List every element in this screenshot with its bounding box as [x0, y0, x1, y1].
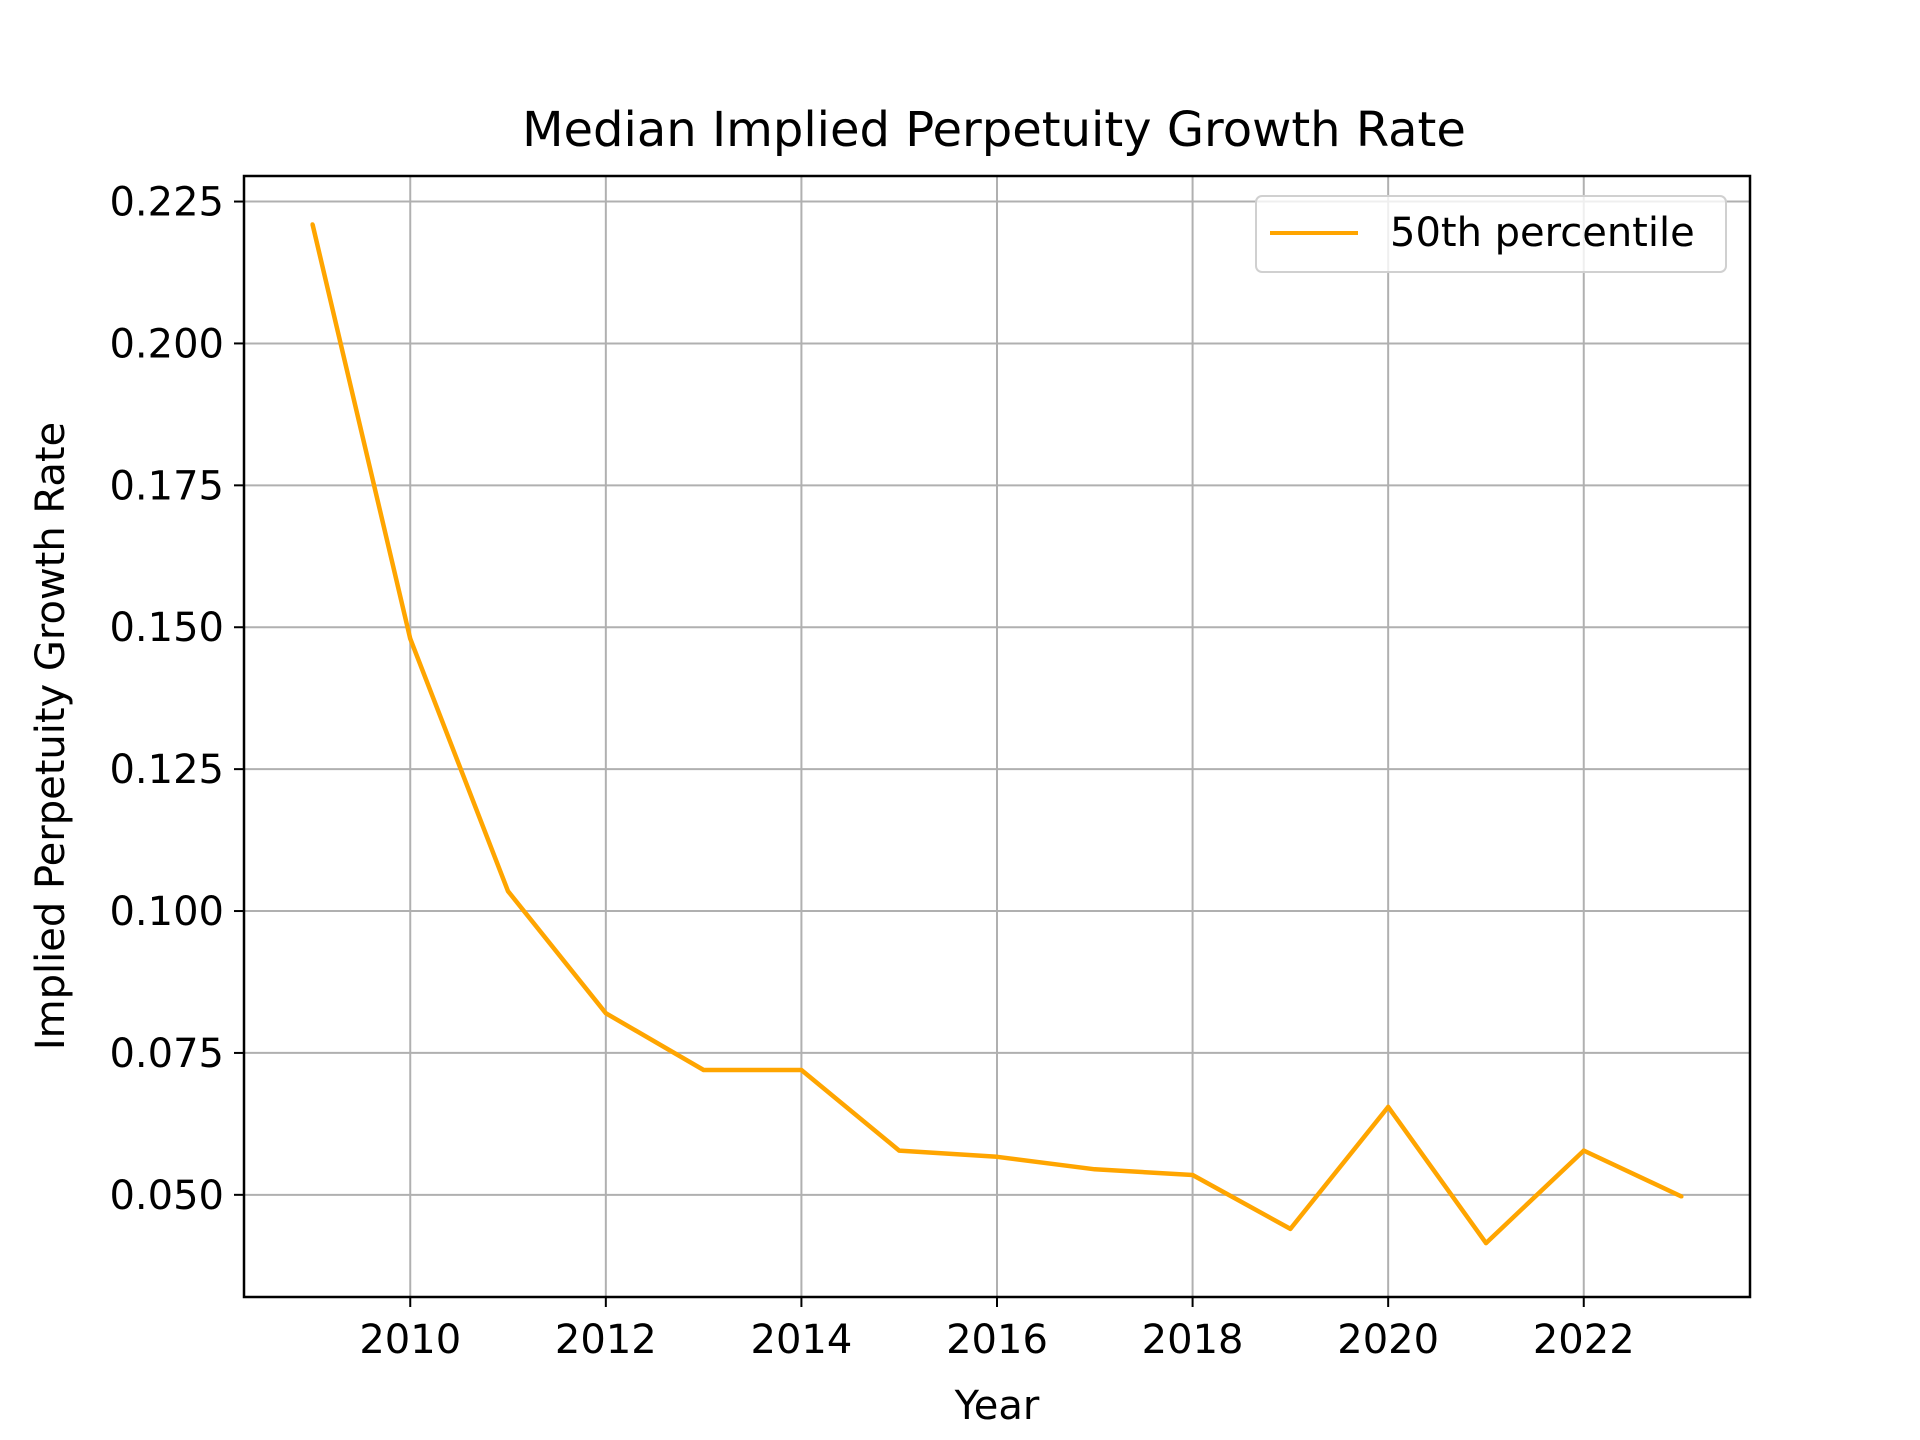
- x-tick-label: 2020: [1337, 1317, 1439, 1363]
- y-tick-label: 0.175: [109, 463, 224, 509]
- x-tick-label: 2016: [946, 1317, 1048, 1363]
- data-point: [995, 1154, 999, 1159]
- data-point: [701, 1067, 706, 1072]
- data-point: [506, 889, 511, 894]
- y-tick-label: 0.150: [109, 605, 224, 651]
- data-point: [799, 1067, 804, 1072]
- data-point: [1386, 1104, 1391, 1109]
- x-axis-label: Year: [954, 1383, 1040, 1429]
- x-tick-label: 2012: [555, 1317, 657, 1363]
- legend: 50th percentile: [1255, 195, 1727, 273]
- data-point: [1190, 1172, 1195, 1177]
- y-axis-label: Implied Perpetuity Growth Rate: [28, 422, 74, 1050]
- data-point: [603, 1011, 608, 1016]
- y-tick-label: 0.225: [109, 180, 224, 226]
- x-tick-label: 2018: [1142, 1317, 1244, 1363]
- data-point: [408, 636, 413, 641]
- y-tick-label: 0.100: [109, 889, 224, 935]
- legend-box: [1255, 195, 1727, 273]
- data-point: [1679, 1194, 1684, 1199]
- x-tick-layer: 2010 2012 2014 2016 2018 2020 2022: [359, 1297, 1635, 1363]
- data-point: [310, 222, 315, 227]
- x-tick-label: 2014: [751, 1317, 853, 1363]
- y-tick-label: 0.125: [109, 747, 224, 793]
- data-layer: [310, 222, 1684, 1246]
- x-tick-label: 2022: [1533, 1317, 1635, 1363]
- y-tick-label: 0.050: [109, 1173, 224, 1219]
- y-tick-label: 0.075: [109, 1031, 224, 1077]
- legend-label: 50th percentile: [1390, 210, 1695, 256]
- grid-layer: [244, 176, 1750, 1297]
- y-tick-layer: 0.050 0.075 0.100 0.125 0.150 0.175 0.200 0.225: [109, 180, 244, 1219]
- y-tick-label: 0.200: [109, 321, 224, 367]
- data-point: [1092, 1167, 1097, 1172]
- data-point: [1581, 1148, 1586, 1153]
- chart-title: Median Implied Perpetuity Growth Rate: [522, 102, 1466, 158]
- data-point: [1483, 1241, 1488, 1246]
- data-point: [897, 1148, 902, 1153]
- x-tick-label: 2010: [359, 1317, 461, 1363]
- data-point: [1288, 1226, 1293, 1231]
